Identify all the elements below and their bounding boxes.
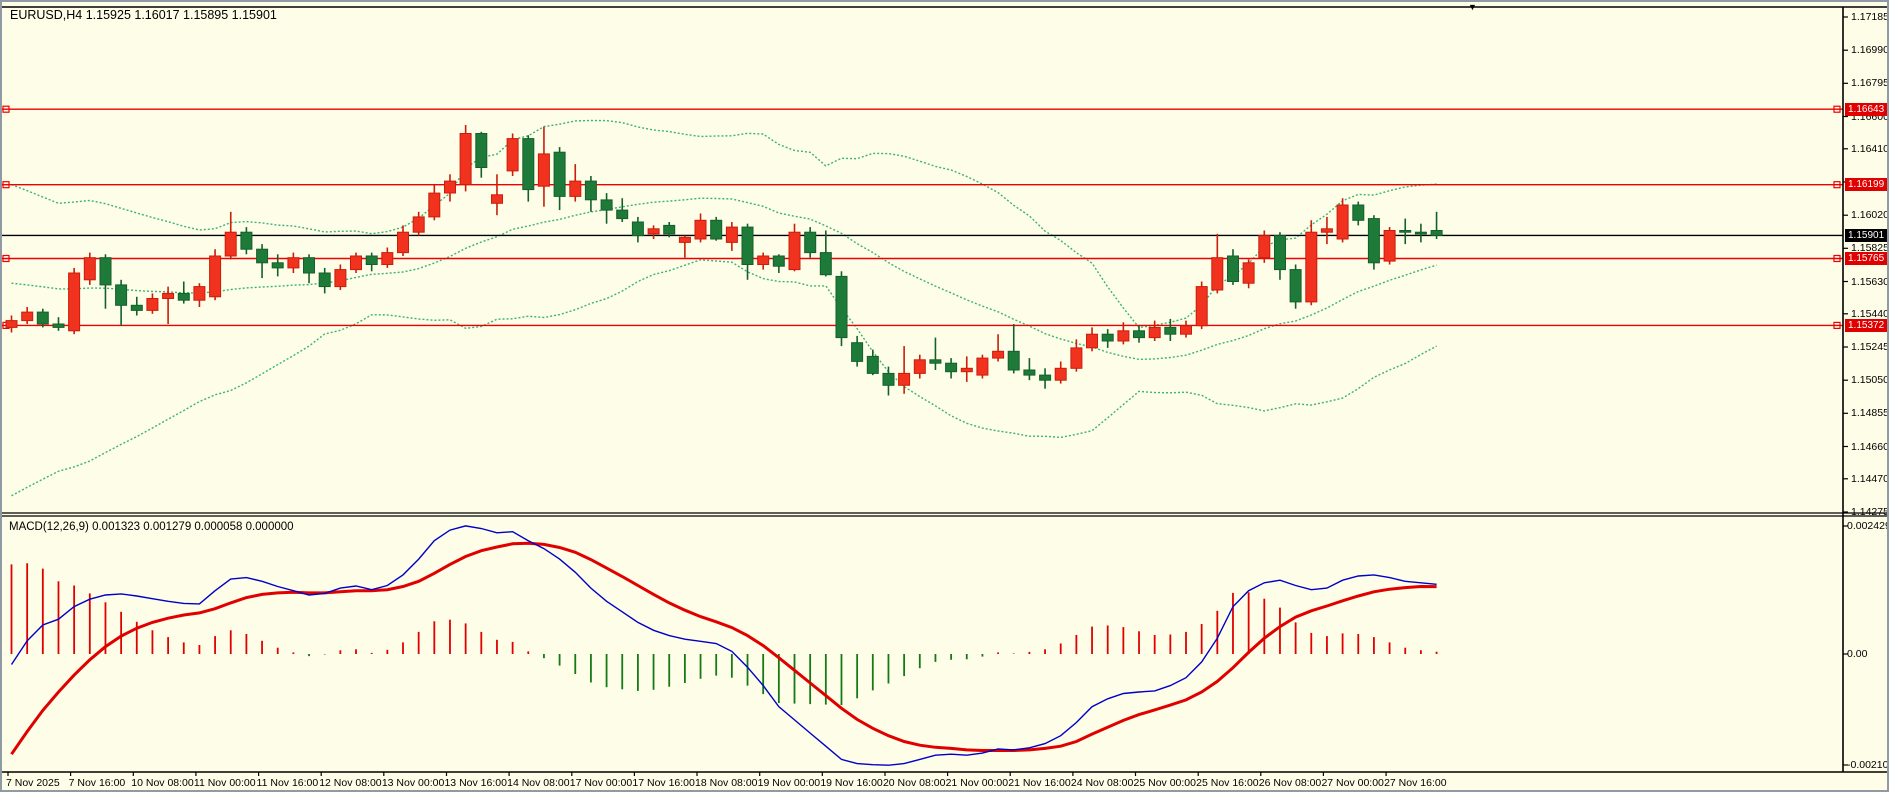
price-level-badge: 1.15372 (1845, 318, 1887, 332)
chart-shift-marker-icon[interactable]: ▼ (1468, 2, 1477, 12)
bid-price-badge: 1.15901 (1845, 228, 1887, 242)
macd-panel-canvas[interactable] (2, 517, 1843, 772)
time-axis[interactable] (2, 773, 1843, 790)
price-level-badge: 1.16643 (1845, 102, 1887, 116)
price-axis[interactable] (1844, 7, 1887, 772)
price-level-badge: 1.16199 (1845, 178, 1887, 192)
price-chart-canvas[interactable] (2, 7, 1843, 513)
price-level-badge: 1.15765 (1845, 252, 1887, 266)
